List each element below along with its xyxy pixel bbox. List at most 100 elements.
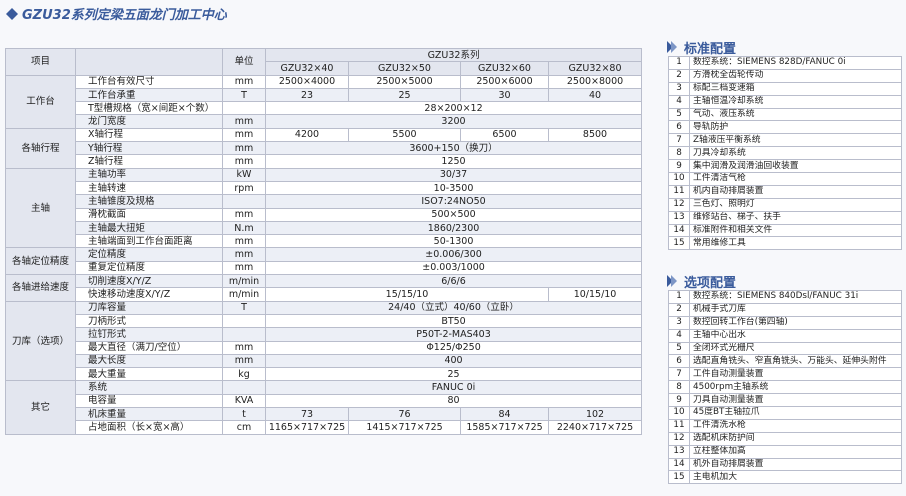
section-heading: 标准配置 <box>664 38 902 57</box>
spec-row: 机床重量 t 73 76 84 102 <box>6 407 643 422</box>
item-cell: 电容量 <box>75 393 223 409</box>
spec-row: 各轴定位精度 定位精度 mm ±0.006/300 <box>5 247 643 276</box>
config-list: 1 数控系统：SIEMENS 840Dsl/FANUC 31i 2 机械手式刀库 3 数控… <box>668 290 902 485</box>
spec-row: 工作台承重 T 23 25 30 40 <box>6 87 643 103</box>
config-text: 气动、液压系统 <box>689 107 902 122</box>
config-text: 方滑枕全齿轮传动 <box>689 68 902 83</box>
option-config: 选项配置 1 数控系统：SIEMENS 840Dsl/FANUC 31i 2 机械手式刀… <box>664 272 902 485</box>
group-cell: 主轴 <box>5 167 76 249</box>
spec-row: T型槽规格（宽×间距×个数） 28×200×12 <box>6 101 643 116</box>
config-row: 14 机外自动排屑装置 <box>668 457 902 472</box>
unit-cell <box>222 380 266 395</box>
value-cell: Φ125/Φ250 <box>264 340 643 355</box>
header-cell: GZU32系列 <box>264 47 643 63</box>
config-text: 工件自动测量装置 <box>689 367 902 382</box>
config-no: 12 <box>668 197 690 212</box>
config-text: 刀具冷却系统 <box>689 146 902 161</box>
config-text: 45度BT主轴拉爪 <box>689 406 902 420</box>
value-cell: P50T-2-MAS403 <box>264 327 643 342</box>
config-row: 11 机内自动排屑装置 <box>668 184 902 199</box>
config-row: 2 方滑枕全齿轮传动 <box>668 68 902 83</box>
spec-row: 刀柄形式 BT50 <box>6 313 643 329</box>
value-cell: 400 <box>264 353 643 369</box>
value-cell: 76 <box>348 407 461 422</box>
config-row: 1 数控系统：SIEMENS 840Dsl/FANUC 31i <box>668 290 902 304</box>
item-cell: 主轴功率 <box>75 167 223 182</box>
config-text: 全闭环式光栅尺 <box>689 341 902 356</box>
item-cell: 最大重量 <box>75 367 223 382</box>
config-no: 1 <box>668 56 690 70</box>
config-row: 3 数控回转工作台(第四轴) <box>668 315 902 330</box>
config-no: 5 <box>668 341 690 356</box>
spec-row: 主轴转速 rpm 10-3500 <box>6 180 643 196</box>
config-row: 4 主轴恒温冷却系统 <box>668 94 902 109</box>
value-cell: 102 <box>547 407 643 422</box>
value-cell: 40 <box>547 87 643 103</box>
config-row: 9 刀具自动测量装置 <box>668 393 902 408</box>
unit-cell: KVA <box>222 393 266 409</box>
item-cell: 刀柄形式 <box>75 313 223 329</box>
item-cell: 工作台承重 <box>75 87 223 103</box>
spec-row: Z轴行程 mm 1250 <box>6 154 643 169</box>
item-cell: 最大长度 <box>75 353 223 369</box>
model-cell: GZU32×40 <box>265 61 349 76</box>
spec-row: 占地面积（长×宽×高） cm 1165×717×725 1415×717×725 158… <box>6 420 643 435</box>
config-row: 8 刀具冷却系统 <box>668 146 902 161</box>
header-cell: 项目 <box>5 48 76 76</box>
item-cell: Y轴行程 <box>75 141 223 156</box>
value-cell: 84 <box>460 407 549 422</box>
config-no: 8 <box>668 146 690 161</box>
config-text: 数控系统：SIEMENS 840Dsl/FANUC 31i <box>689 290 902 304</box>
config-row: 15 常用维修工具 <box>668 236 902 251</box>
group-cell: 其它 <box>5 380 76 435</box>
config-text: 数控回转工作台(第四轴) <box>689 315 902 330</box>
item-cell: 龙门宽度 <box>75 114 223 129</box>
config-no: 1 <box>668 290 690 304</box>
item-cell: 快速移动速度X/Y/Z <box>75 287 223 302</box>
spec-row: 其它 系统 FANUC 0i <box>5 380 643 435</box>
group-cell: 各轴行程 <box>5 127 76 169</box>
section-heading: 选项配置 <box>664 272 902 291</box>
value-cell: 2500×4000 <box>265 74 349 89</box>
config-no: 8 <box>668 380 690 395</box>
config-row: 14 标准附件和相关文件 <box>668 223 902 238</box>
config-no: 15 <box>668 470 690 485</box>
config-row: 11 工件清洗水枪 <box>668 418 902 433</box>
spec-row: 重复定位精度 mm ±0.003/1000 <box>6 260 643 276</box>
config-no: 10 <box>668 406 690 420</box>
heading-icon <box>667 275 677 287</box>
unit-cell: mm <box>222 114 266 129</box>
config-no: 7 <box>668 133 690 148</box>
config-no: 5 <box>668 107 690 122</box>
spec-row: 最大长度 mm 400 <box>6 353 643 369</box>
value-cell: 3200 <box>264 114 643 129</box>
config-row: 6 导轨防护 <box>668 120 902 135</box>
spec-row: 最大重量 kg 25 <box>6 367 643 382</box>
value-cell: ±0.006/300 <box>264 247 643 262</box>
value-cell: 73 <box>265 407 349 422</box>
config-row: 13 维修站台、梯子、扶手 <box>668 210 902 225</box>
value-cell: 1585×717×725 <box>460 420 549 435</box>
config-row: 1 数控系统：SIEMENS 828D/FANUC 0i <box>668 56 902 70</box>
spec-row: 各轴行程 X轴行程 mm 4200 5500 6500 8500 <box>5 127 643 169</box>
value-cell: FANUC 0i <box>264 380 643 395</box>
group-cell: 各轴进给速度 <box>5 274 76 302</box>
config-text: 主轴中心出水 <box>689 328 902 343</box>
value-cell: 23 <box>265 87 349 103</box>
spec-row: 电容量 KVA 80 <box>6 393 643 409</box>
value-cell: 1415×717×725 <box>348 420 461 435</box>
config-no: 14 <box>668 457 690 472</box>
unit-cell: mm <box>222 207 266 222</box>
unit-cell: T <box>222 300 266 315</box>
unit-cell: m/min <box>222 287 266 302</box>
config-text: 标准附件和相关文件 <box>689 223 902 238</box>
item-cell: 主轴转速 <box>75 180 223 196</box>
config-text: 立柱整体加高 <box>689 444 902 459</box>
unit-cell: mm <box>222 353 266 369</box>
config-text: 导轨防护 <box>689 120 902 135</box>
config-no: 3 <box>668 81 690 96</box>
value-cell: 30/37 <box>264 167 643 182</box>
config-row: 13 立柱整体加高 <box>668 444 902 459</box>
config-no: 7 <box>668 367 690 382</box>
config-text: 常用维修工具 <box>689 236 902 251</box>
